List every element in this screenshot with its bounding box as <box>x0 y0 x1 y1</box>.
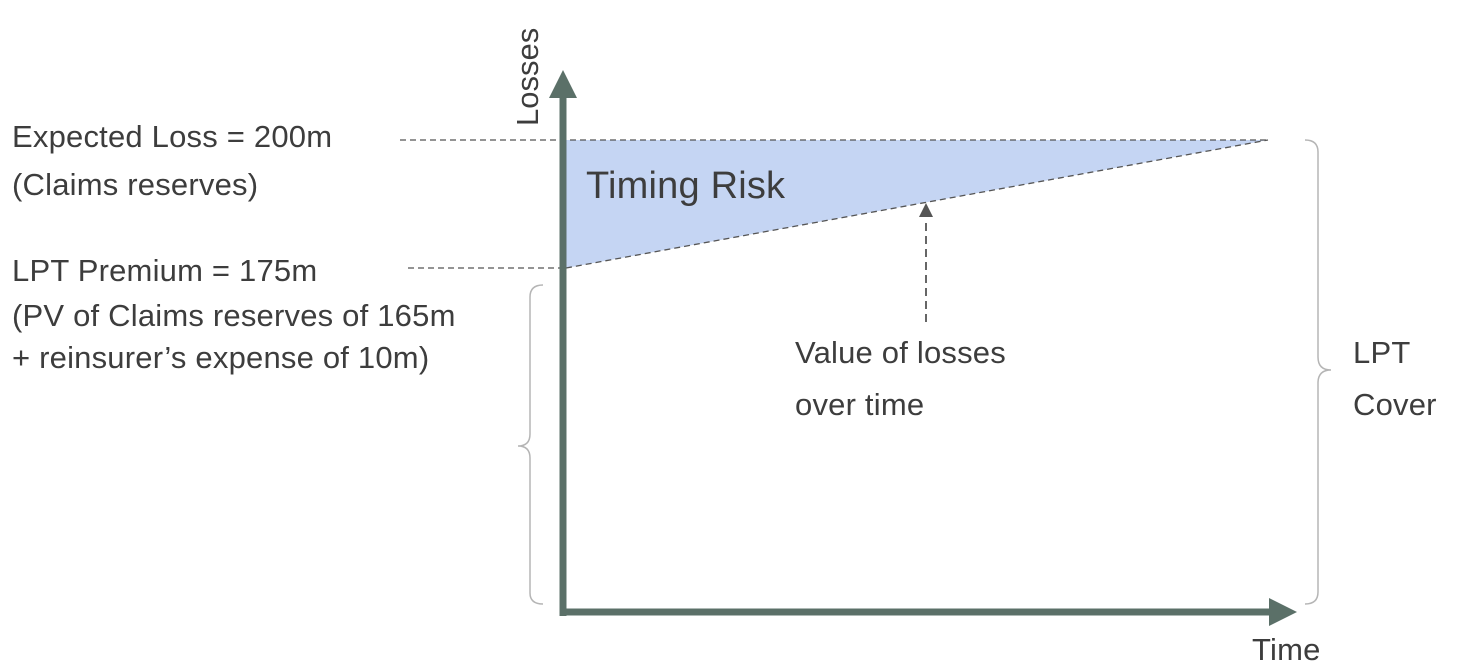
lpt-cover-brace <box>1304 139 1332 605</box>
timing-risk-label: Timing Risk <box>586 165 786 207</box>
value-of-losses-label: Value of losses <box>795 335 1006 370</box>
value-of-losses-sublabel: over time <box>795 387 925 422</box>
y-axis-arrowhead <box>549 70 577 98</box>
lpt-cover-sublabel: Cover <box>1353 387 1437 422</box>
expected-loss-label: Expected Loss = 200m <box>12 119 333 154</box>
expected-loss-sublabel: (Claims reserves) <box>12 167 259 202</box>
premium-detail-line-1: (PV of Claims reserves of 165m <box>12 298 456 333</box>
premium-brace <box>517 284 544 605</box>
x-axis-label: Time <box>1252 632 1321 667</box>
premium-detail-line-2: + reinsurer’s expense of 10m) <box>12 340 430 375</box>
x-axis-arrowhead <box>1269 598 1297 626</box>
value-of-losses-line <box>565 139 1269 269</box>
pointer-arrow-head <box>919 203 933 217</box>
lpt-cover-label: LPT <box>1353 335 1411 370</box>
y-axis-label: Losses <box>510 27 545 126</box>
premium-label: LPT Premium = 175m <box>12 253 318 288</box>
